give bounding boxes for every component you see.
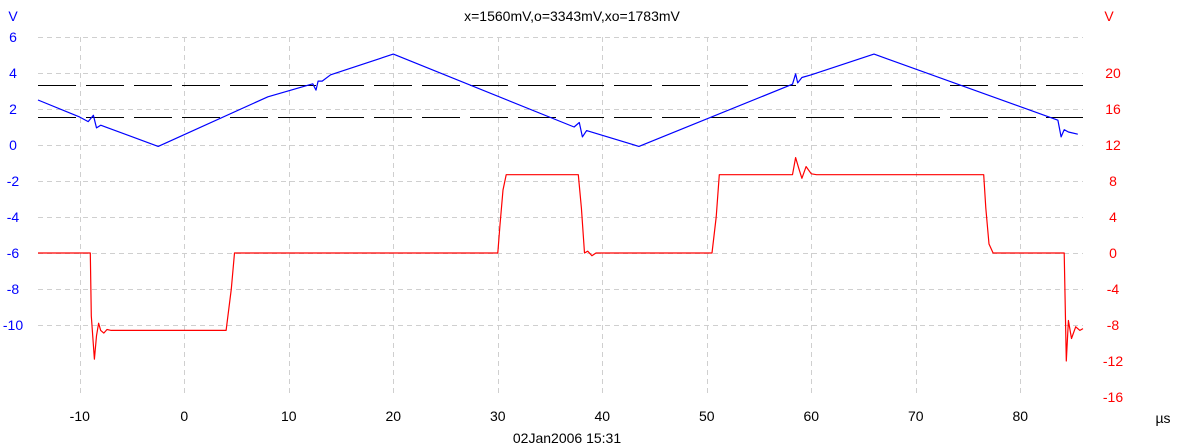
right-tick-label-7: -8: [1107, 317, 1120, 333]
grid: [38, 37, 1083, 397]
trace-left-0: [37, 53, 1078, 147]
right-tick-label-9: -16: [1103, 389, 1123, 405]
left-tick-label-7: -8: [7, 281, 20, 297]
traces: [37, 53, 1084, 362]
right-axis-unit: V: [1104, 8, 1114, 24]
right-tick-label-6: -4: [1107, 281, 1120, 297]
x-tick-label-0: -10: [70, 408, 90, 424]
x-tick-label-9: 80: [1013, 408, 1029, 424]
right-axis-ticks: 20 16 12 8 4 0 -4 -8 -12 -16: [1103, 65, 1123, 405]
left-tick-label-4: -2: [7, 173, 20, 189]
timestamp: 02Jan2006 15:31: [513, 430, 621, 446]
left-tick-label-8: -10: [3, 317, 23, 333]
x-tick-label-3: 20: [386, 408, 402, 424]
right-tick-label-8: -12: [1103, 353, 1123, 369]
left-tick-label-6: -6: [7, 245, 20, 261]
x-tick-label-6: 50: [699, 408, 715, 424]
cursor-lines: [38, 85, 1083, 118]
right-tick-label-5: 0: [1109, 245, 1117, 261]
x-tick-label-2: 10: [281, 408, 297, 424]
left-tick-label-5: -4: [7, 209, 20, 225]
right-tick-label-1: 16: [1105, 101, 1121, 117]
x-tick-label-7: 60: [804, 408, 820, 424]
x-axis-unit: µs: [1155, 410, 1170, 426]
right-tick-label-0: 20: [1105, 65, 1121, 81]
x-tick-label-8: 70: [908, 408, 924, 424]
right-tick-label-2: 12: [1105, 137, 1121, 153]
left-axis-ticks: 6 4 2 0 -2 -4 -6 -8 -10: [3, 29, 23, 333]
left-tick-label-1: 4: [9, 65, 17, 81]
x-tick-label-4: 30: [490, 408, 506, 424]
left-axis-unit: V: [8, 8, 18, 24]
left-tick-label-2: 2: [9, 101, 17, 117]
left-tick-label-0: 6: [9, 29, 17, 45]
right-tick-label-4: 4: [1109, 209, 1117, 225]
x-tick-label-1: 0: [180, 408, 188, 424]
x-tick-label-5: 40: [595, 408, 611, 424]
right-tick-label-3: 8: [1109, 173, 1117, 189]
x-axis-ticks: -10 0 10 20 30 40 50 60 70 80: [70, 408, 1029, 424]
trace-right-1: [38, 157, 1084, 362]
chart-title: x=1560mV,o=3343mV,xo=1783mV: [464, 8, 680, 24]
left-tick-label-3: 0: [9, 137, 17, 153]
